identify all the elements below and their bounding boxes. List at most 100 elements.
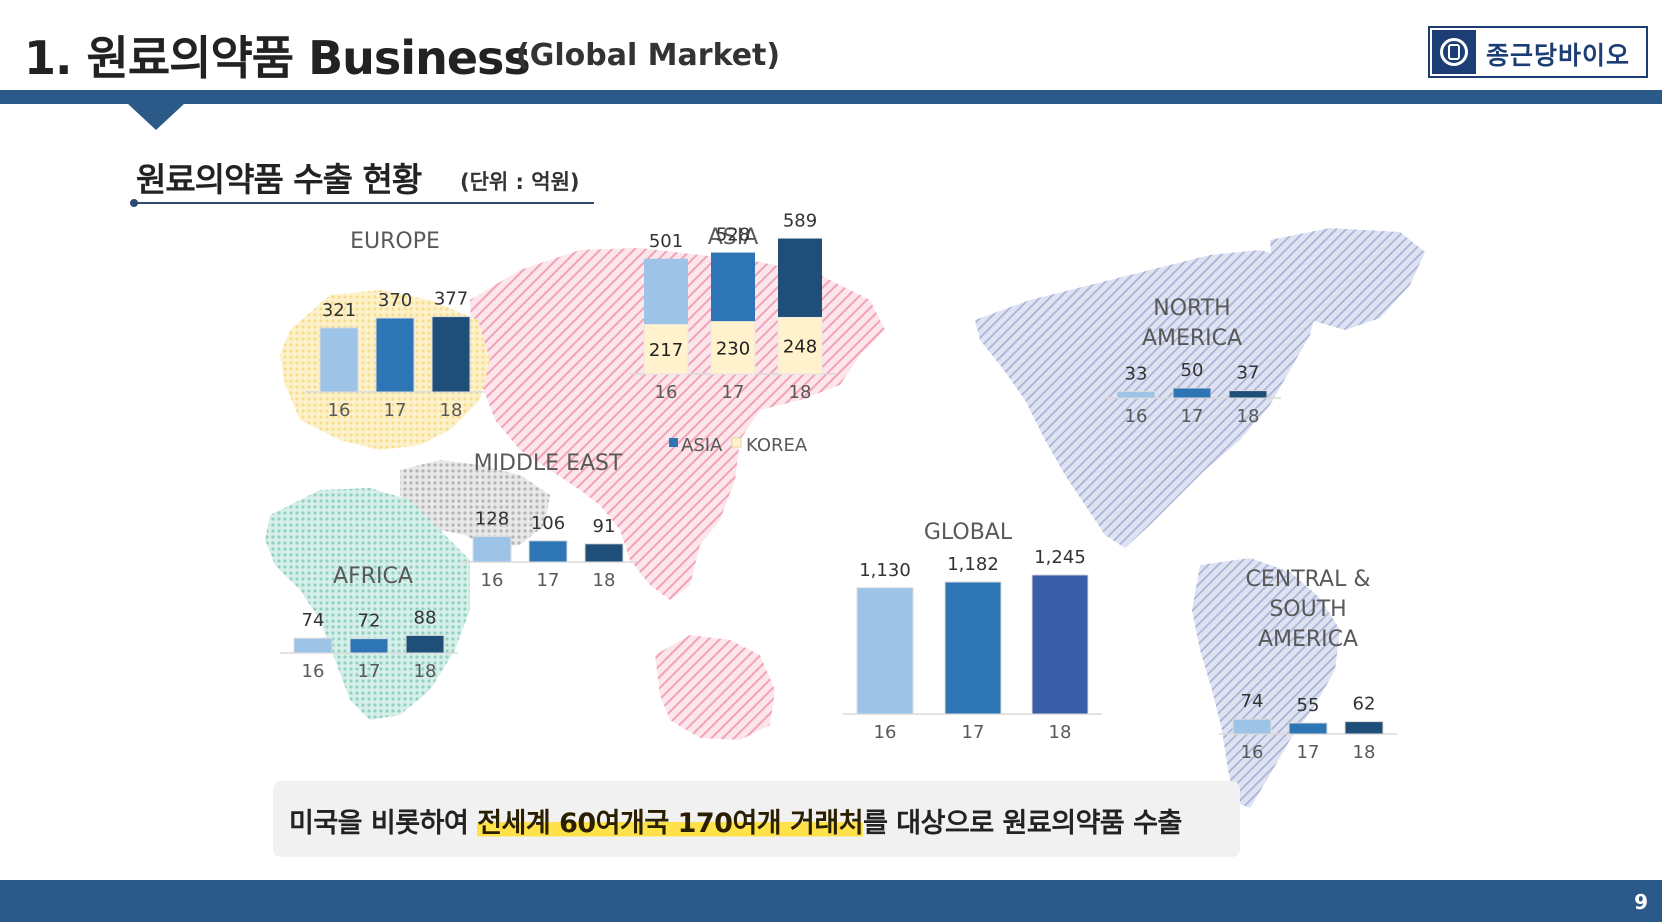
chart-asia-title: ASIA bbox=[708, 225, 759, 250]
chart-asia-bar-asia bbox=[644, 258, 688, 325]
page-number: 9 bbox=[1634, 890, 1648, 914]
chart-middle-east-title: MIDDLE EAST bbox=[474, 451, 623, 476]
company-logo: 종근당바이오 bbox=[1428, 26, 1648, 78]
chart-asia-legend-korea-swatch bbox=[731, 437, 742, 448]
chart-north-america-bar bbox=[1172, 387, 1212, 399]
summary-callout: 미국을 비롯하여 전세계 60여개국 170여개 거래처를 대상으로 원료의약품… bbox=[273, 781, 1240, 857]
chart-asia-tick-label: 18 bbox=[789, 382, 812, 403]
chart-north-america-value-label: 50 bbox=[1181, 360, 1204, 381]
chart-middle-east-tick-label: 16 bbox=[481, 570, 504, 591]
chart-north-america-tick-label: 17 bbox=[1181, 406, 1204, 427]
export-world-map: EUROPE 321 16 370 17 377 18 ASIA 217 501 16 230 528 1… bbox=[265, 211, 1425, 808]
chart-global-tick-label: 16 bbox=[874, 722, 897, 743]
chart-central-south-america-bar bbox=[1344, 721, 1384, 735]
chart-middle-east-bar bbox=[472, 535, 512, 563]
chart-asia-tick-label: 17 bbox=[722, 382, 745, 403]
chart-europe-tick-label: 18 bbox=[440, 400, 463, 421]
chart-europe-title: EUROPE bbox=[350, 229, 440, 254]
chart-middle-east-tick-label: 18 bbox=[593, 570, 616, 591]
chart-middle-east-bar bbox=[584, 543, 624, 563]
chart-global-title: GLOBAL bbox=[924, 520, 1013, 545]
chart-global-value-label: 1,130 bbox=[859, 560, 911, 581]
chart-africa-title: AFRICA bbox=[333, 564, 413, 589]
chart-north-america-title: AMERICA bbox=[1142, 326, 1242, 351]
chart-central-south-america-bar bbox=[1288, 722, 1328, 735]
logo-text: 종근당바이오 bbox=[1486, 41, 1631, 70]
section-unit: (단위 : 억원) bbox=[460, 170, 580, 194]
chart-north-america-tick-label: 18 bbox=[1237, 406, 1260, 427]
chart-asia-total-label: 589 bbox=[783, 211, 817, 232]
chart-central-south-america-value-label: 55 bbox=[1297, 695, 1320, 716]
summary-suffix: 를 대상으로 원료의약품 수출 bbox=[863, 808, 1182, 839]
chart-asia-bar-asia bbox=[778, 238, 822, 317]
chart-africa-tick-label: 18 bbox=[414, 661, 437, 682]
chart-middle-east-tick-label: 17 bbox=[537, 570, 560, 591]
chart-central-south-america-title: CENTRAL & bbox=[1245, 567, 1370, 592]
footer-bar: 9 bbox=[0, 880, 1662, 922]
chart-africa-tick-label: 17 bbox=[358, 661, 381, 682]
chart-central-south-america-value-label: 74 bbox=[1241, 691, 1264, 712]
chart-africa-value-label: 74 bbox=[302, 610, 325, 631]
continent-africa bbox=[265, 488, 470, 720]
chart-central-south-america-value-label: 62 bbox=[1353, 694, 1376, 715]
chart-europe-bar bbox=[375, 317, 415, 393]
chart-asia-total-label: 501 bbox=[649, 231, 683, 252]
summary-highlight: 전세계 60여개국 170여개 거래처 bbox=[477, 808, 864, 839]
chart-europe-bar bbox=[431, 316, 471, 393]
chart-africa-bar bbox=[293, 637, 333, 654]
chart-north-america-tick-label: 16 bbox=[1125, 406, 1148, 427]
chart-asia-korea-label: 230 bbox=[716, 339, 750, 360]
chart-europe-value-label: 377 bbox=[434, 289, 468, 310]
chart-global-tick-label: 17 bbox=[962, 722, 985, 743]
chart-central-south-america-bar bbox=[1232, 718, 1272, 735]
chart-asia-bar-korea bbox=[710, 320, 756, 375]
chart-asia-korea-label: 217 bbox=[649, 340, 683, 361]
logo-emblem-icon bbox=[1432, 30, 1476, 74]
chart-asia-legend-korea: KOREA bbox=[746, 435, 808, 456]
section-underline bbox=[134, 202, 594, 204]
continent-middle-east bbox=[400, 460, 550, 548]
summary-prefix: 미국을 비롯하여 bbox=[289, 808, 478, 839]
chart-central-south-america-tick-label: 18 bbox=[1353, 742, 1376, 763]
summary-text: 미국을 비롯하여 전세계 60여개국 170여개 거래처를 대상으로 원료의약품… bbox=[289, 801, 1182, 840]
chart-middle-east-value-label: 91 bbox=[593, 516, 616, 537]
chart-asia-korea-label: 248 bbox=[783, 336, 817, 357]
chart-global-bar bbox=[856, 587, 914, 715]
chart-global-bar bbox=[1031, 574, 1089, 715]
chart-north-america-value-label: 33 bbox=[1125, 363, 1148, 384]
chart-europe-value-label: 321 bbox=[322, 300, 356, 321]
chart-africa-value-label: 72 bbox=[358, 611, 381, 632]
continent-greenland bbox=[1270, 228, 1425, 330]
chart-north-america-bar bbox=[1116, 390, 1156, 399]
chart-asia-tick-label: 16 bbox=[655, 382, 678, 403]
chart-asia-bar-korea bbox=[777, 316, 823, 375]
continent-north-america bbox=[975, 250, 1320, 548]
chart-layer: EUROPE 321 16 370 17 377 18 ASIA 217 501 16 230 528 1… bbox=[280, 211, 1397, 763]
section-title: 원료의약품 수출 현황 bbox=[136, 160, 422, 199]
chart-africa-tick-label: 16 bbox=[302, 661, 325, 682]
chart-europe-tick-label: 16 bbox=[328, 400, 351, 421]
continent-australia bbox=[655, 635, 775, 740]
chart-europe-bar bbox=[319, 327, 359, 393]
chart-middle-east-value-label: 106 bbox=[531, 513, 565, 534]
chart-europe-value-label: 370 bbox=[378, 290, 412, 311]
chart-central-south-america-tick-label: 17 bbox=[1297, 742, 1320, 763]
chart-north-america-value-label: 37 bbox=[1237, 363, 1260, 384]
chart-north-america-title: NORTH bbox=[1153, 296, 1230, 321]
header-bar bbox=[0, 90, 1662, 104]
chart-central-south-america-tick-label: 16 bbox=[1241, 742, 1264, 763]
chart-africa-bar bbox=[405, 634, 445, 654]
chart-europe-tick-label: 17 bbox=[384, 400, 407, 421]
chart-africa-bar bbox=[349, 638, 389, 654]
page-subtitle: (Global Market) bbox=[516, 38, 781, 73]
chart-asia-bar-asia bbox=[711, 252, 755, 322]
chart-asia-legend-asia-swatch bbox=[669, 438, 678, 447]
chart-central-south-america-title: SOUTH bbox=[1269, 597, 1346, 622]
chart-global-bar bbox=[944, 581, 1002, 715]
chart-global-value-label: 1,182 bbox=[947, 554, 999, 575]
continent-south-america bbox=[1192, 558, 1340, 808]
chart-asia-legend-asia: ASIA bbox=[681, 435, 723, 456]
chart-global-tick-label: 18 bbox=[1049, 722, 1072, 743]
chart-north-america-bar bbox=[1228, 390, 1268, 399]
header-arrow-icon bbox=[128, 104, 184, 130]
